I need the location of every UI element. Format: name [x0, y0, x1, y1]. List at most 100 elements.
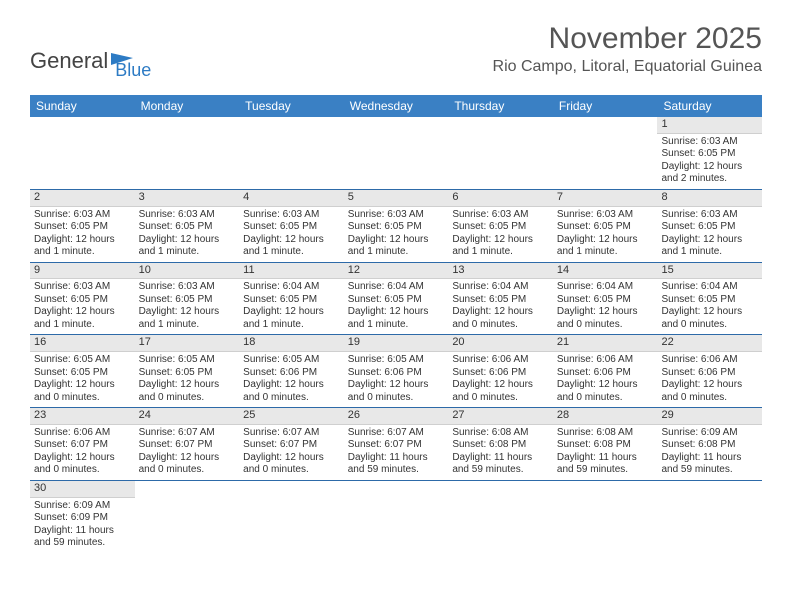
daylight-text-1: Daylight: 11 hours [452, 452, 549, 465]
day-number: 29 [657, 408, 762, 425]
weekday-header-row: SundayMondayTuesdayWednesdayThursdayFrid… [30, 95, 762, 117]
daylight-text-1: Daylight: 12 hours [661, 234, 758, 247]
day-body: Sunrise: 6:09 AMSunset: 6:08 PMDaylight:… [657, 427, 762, 480]
day-number: 8 [657, 190, 762, 207]
sunrise-text: Sunrise: 6:04 AM [557, 281, 654, 294]
day-body: Sunrise: 6:03 AMSunset: 6:05 PMDaylight:… [135, 281, 240, 334]
day-number: 2 [30, 190, 135, 207]
daylight-text-2: and 59 minutes. [661, 464, 758, 477]
empty-day-cell [553, 117, 658, 189]
daylight-text-2: and 1 minute. [34, 246, 131, 259]
daylight-text-1: Daylight: 12 hours [348, 379, 445, 392]
daylight-text-2: and 0 minutes. [243, 392, 340, 405]
day-body: Sunrise: 6:03 AMSunset: 6:05 PMDaylight:… [135, 209, 240, 262]
sunrise-text: Sunrise: 6:07 AM [139, 427, 236, 440]
daylight-text-1: Daylight: 12 hours [243, 452, 340, 465]
day-cell: 10Sunrise: 6:03 AMSunset: 6:05 PMDayligh… [135, 263, 240, 335]
day-cell: 11Sunrise: 6:04 AMSunset: 6:05 PMDayligh… [239, 263, 344, 335]
day-number: 11 [239, 263, 344, 280]
daylight-text-1: Daylight: 12 hours [348, 306, 445, 319]
weekday-header: Saturday [657, 95, 762, 117]
brand-first: General [30, 48, 108, 74]
empty-day-cell [448, 117, 553, 189]
sunrise-text: Sunrise: 6:05 AM [139, 354, 236, 367]
day-number: 15 [657, 263, 762, 280]
day-body: Sunrise: 6:08 AMSunset: 6:08 PMDaylight:… [553, 427, 658, 480]
day-number: 21 [553, 335, 658, 352]
day-cell: 25Sunrise: 6:07 AMSunset: 6:07 PMDayligh… [239, 408, 344, 480]
day-number: 13 [448, 263, 553, 280]
day-cell: 19Sunrise: 6:05 AMSunset: 6:06 PMDayligh… [344, 335, 449, 407]
daylight-text-2: and 0 minutes. [557, 392, 654, 405]
sunrise-text: Sunrise: 6:03 AM [348, 209, 445, 222]
sunrise-text: Sunrise: 6:05 AM [243, 354, 340, 367]
sunset-text: Sunset: 6:05 PM [661, 221, 758, 234]
sunset-text: Sunset: 6:07 PM [348, 439, 445, 452]
daylight-text-2: and 0 minutes. [557, 319, 654, 332]
day-body: Sunrise: 6:03 AMSunset: 6:05 PMDaylight:… [239, 209, 344, 262]
day-number: 1 [657, 117, 762, 134]
calendar-row: 30Sunrise: 6:09 AMSunset: 6:09 PMDayligh… [30, 481, 762, 553]
page-subtitle: Rio Campo, Litoral, Equatorial Guinea [493, 58, 762, 76]
daylight-text-1: Daylight: 12 hours [661, 379, 758, 392]
day-cell: 21Sunrise: 6:06 AMSunset: 6:06 PMDayligh… [553, 335, 658, 407]
daylight-text-1: Daylight: 12 hours [243, 379, 340, 392]
empty-day-cell [344, 481, 449, 553]
day-number: 27 [448, 408, 553, 425]
day-body: Sunrise: 6:06 AMSunset: 6:07 PMDaylight:… [30, 427, 135, 480]
weekday-header: Wednesday [344, 95, 449, 117]
day-body: Sunrise: 6:04 AMSunset: 6:05 PMDaylight:… [344, 281, 449, 334]
day-cell: 8 Sunrise: 6:03 AMSunset: 6:05 PMDaylight… [657, 190, 762, 262]
sunrise-text: Sunrise: 6:07 AM [348, 427, 445, 440]
weekday-header: Thursday [448, 95, 553, 117]
day-cell: 18Sunrise: 6:05 AMSunset: 6:06 PMDayligh… [239, 335, 344, 407]
day-body: Sunrise: 6:04 AMSunset: 6:05 PMDaylight:… [448, 281, 553, 334]
day-cell: 23 Sunrise: 6:06 AMSunset: 6:07 PMDayligh… [30, 408, 135, 480]
sunset-text: Sunset: 6:05 PM [557, 221, 654, 234]
day-number: 18 [239, 335, 344, 352]
daylight-text-2: and 0 minutes. [139, 464, 236, 477]
sunrise-text: Sunrise: 6:03 AM [661, 209, 758, 222]
daylight-text-2: and 1 minute. [243, 246, 340, 259]
day-cell: 14Sunrise: 6:04 AMSunset: 6:05 PMDayligh… [553, 263, 658, 335]
day-cell: 2Sunrise: 6:03 AMSunset: 6:05 PMDaylight… [30, 190, 135, 262]
day-cell: 17Sunrise: 6:05 AMSunset: 6:05 PMDayligh… [135, 335, 240, 407]
day-number: 10 [135, 263, 240, 280]
day-number: 16 [30, 335, 135, 352]
daylight-text-1: Daylight: 12 hours [139, 379, 236, 392]
day-cell: 28Sunrise: 6:08 AMSunset: 6:08 PMDayligh… [553, 408, 658, 480]
day-body: Sunrise: 6:06 AMSunset: 6:06 PMDaylight:… [448, 354, 553, 407]
calendar-row: 23 Sunrise: 6:06 AMSunset: 6:07 PMDayligh… [30, 408, 762, 481]
daylight-text-2: and 59 minutes. [34, 537, 131, 550]
daylight-text-1: Daylight: 12 hours [557, 379, 654, 392]
sunset-text: Sunset: 6:08 PM [557, 439, 654, 452]
day-number: 14 [553, 263, 658, 280]
day-body: Sunrise: 6:04 AMSunset: 6:05 PMDaylight:… [657, 281, 762, 334]
sunrise-text: Sunrise: 6:05 AM [348, 354, 445, 367]
day-body: Sunrise: 6:05 AMSunset: 6:05 PMDaylight:… [135, 354, 240, 407]
sunrise-text: Sunrise: 6:03 AM [243, 209, 340, 222]
sunrise-text: Sunrise: 6:03 AM [139, 281, 236, 294]
sunset-text: Sunset: 6:05 PM [139, 367, 236, 380]
daylight-text-2: and 0 minutes. [661, 319, 758, 332]
daylight-text-1: Daylight: 12 hours [34, 234, 131, 247]
day-number: 20 [448, 335, 553, 352]
daylight-text-2: and 1 minute. [348, 319, 445, 332]
sunset-text: Sunset: 6:08 PM [661, 439, 758, 452]
daylight-text-1: Daylight: 12 hours [557, 234, 654, 247]
empty-day-cell [448, 481, 553, 553]
day-cell: 13Sunrise: 6:04 AMSunset: 6:05 PMDayligh… [448, 263, 553, 335]
day-number: 23 [30, 408, 135, 425]
daylight-text-1: Daylight: 11 hours [348, 452, 445, 465]
day-body: Sunrise: 6:07 AMSunset: 6:07 PMDaylight:… [344, 427, 449, 480]
weeks-container: 1Sunrise: 6:03 AMSunset: 6:05 PMDaylight… [30, 117, 762, 553]
sunrise-text: Sunrise: 6:09 AM [34, 500, 131, 513]
daylight-text-1: Daylight: 12 hours [139, 234, 236, 247]
day-cell: 29 Sunrise: 6:09 AMSunset: 6:08 PMDayligh… [657, 408, 762, 480]
day-number: 7 [553, 190, 658, 207]
day-body: Sunrise: 6:03 AMSunset: 6:05 PMDaylight:… [657, 209, 762, 262]
page-title: November 2025 [493, 22, 762, 56]
daylight-text-2: and 1 minute. [557, 246, 654, 259]
sunrise-text: Sunrise: 6:06 AM [661, 354, 758, 367]
day-cell: 6Sunrise: 6:03 AMSunset: 6:05 PMDaylight… [448, 190, 553, 262]
